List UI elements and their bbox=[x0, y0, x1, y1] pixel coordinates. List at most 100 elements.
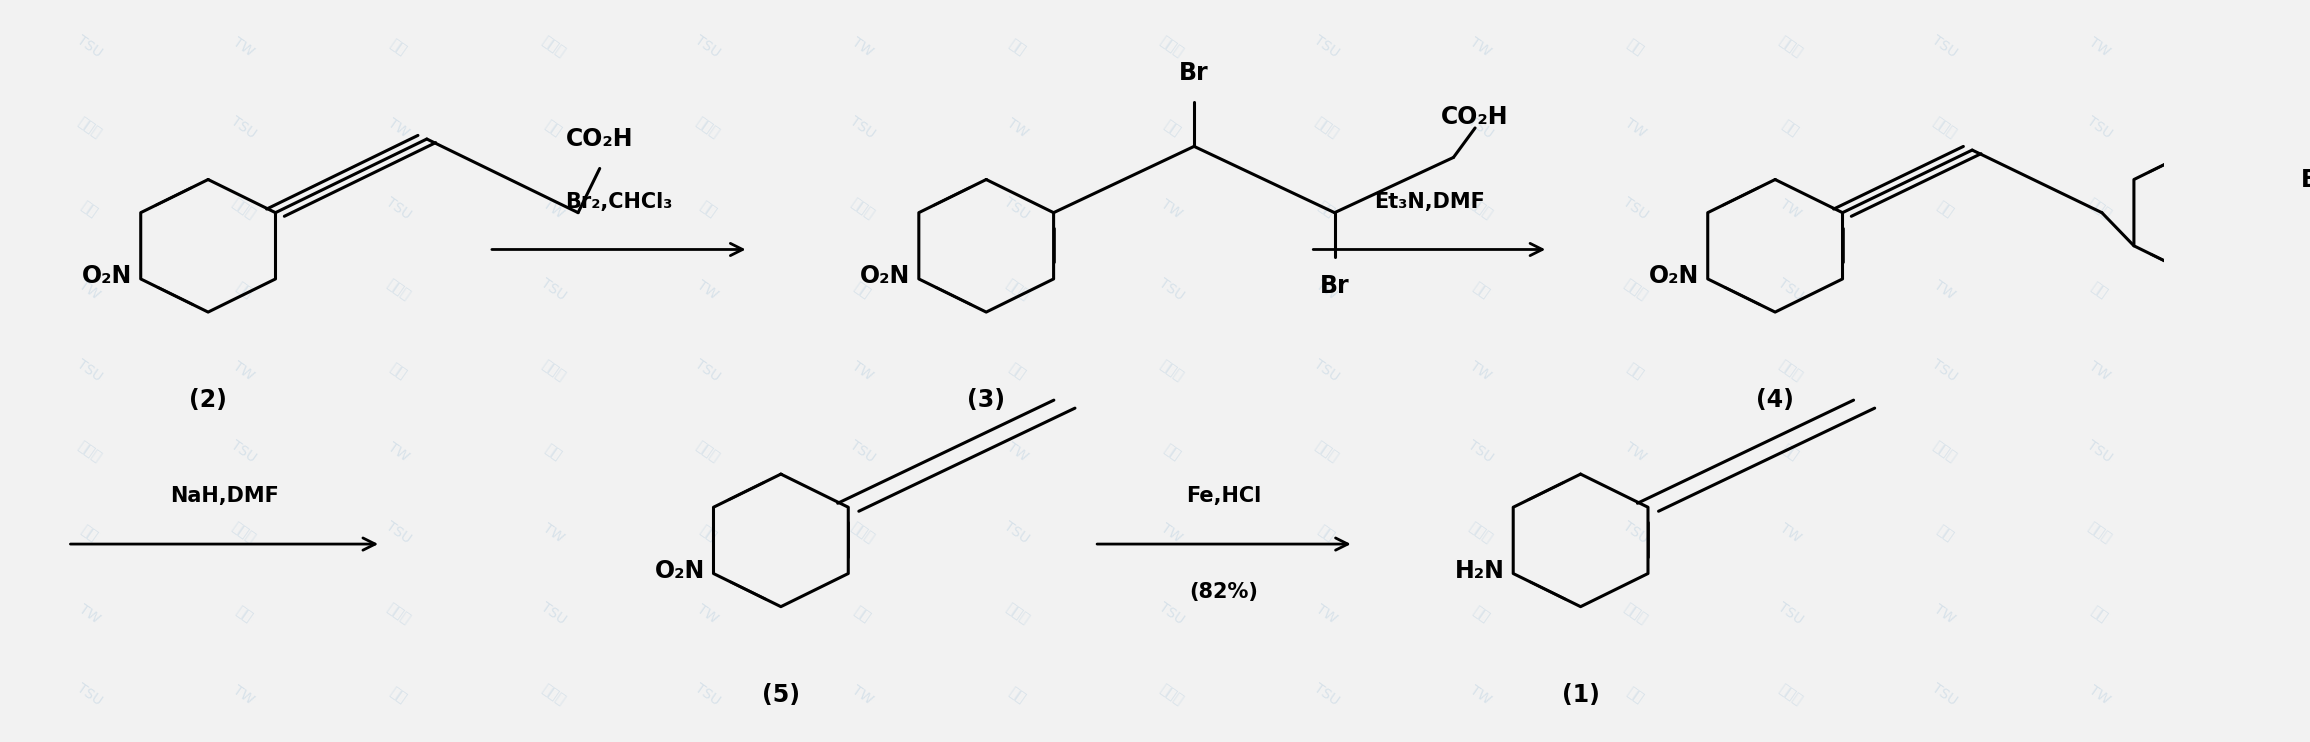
Text: TW: TW bbox=[1622, 440, 1649, 464]
Text: H₂N: H₂N bbox=[1455, 559, 1504, 582]
Text: 医学院: 医学院 bbox=[1467, 520, 1495, 546]
Text: 天山: 天山 bbox=[2088, 603, 2111, 625]
Text: 医学院: 医学院 bbox=[1312, 439, 1340, 465]
Text: TSU: TSU bbox=[1312, 33, 1342, 61]
Text: 天山: 天山 bbox=[543, 441, 564, 462]
Text: TW: TW bbox=[2086, 683, 2111, 707]
Text: 天山: 天山 bbox=[1624, 361, 1647, 381]
Text: 天山: 天山 bbox=[1314, 522, 1337, 544]
Text: Br: Br bbox=[1180, 61, 1208, 85]
Text: 医学院: 医学院 bbox=[1931, 115, 1959, 141]
Text: 医学院: 医学院 bbox=[1776, 682, 1804, 708]
Text: O₂N: O₂N bbox=[1649, 264, 1700, 288]
Text: TW: TW bbox=[850, 683, 875, 707]
Text: 医学院: 医学院 bbox=[1776, 358, 1804, 384]
Text: O₂N: O₂N bbox=[81, 264, 132, 288]
Text: NaH,DMF: NaH,DMF bbox=[171, 486, 280, 506]
Text: 天山: 天山 bbox=[698, 198, 718, 220]
Text: (3): (3) bbox=[968, 389, 1005, 413]
Text: 医学院: 医学院 bbox=[1622, 601, 1649, 627]
Text: 医学院: 医学院 bbox=[229, 520, 259, 546]
Text: 天山: 天山 bbox=[233, 280, 254, 301]
Text: TSU: TSU bbox=[693, 681, 723, 709]
Text: TSU: TSU bbox=[1619, 519, 1652, 547]
Text: 医学院: 医学院 bbox=[1467, 196, 1495, 222]
Text: 天山: 天山 bbox=[698, 522, 718, 544]
Text: 医学院: 医学院 bbox=[1003, 601, 1030, 627]
Text: 天山: 天山 bbox=[1160, 441, 1183, 462]
Text: 医学院: 医学院 bbox=[1003, 277, 1030, 303]
Text: TSU: TSU bbox=[383, 195, 413, 223]
Text: TW: TW bbox=[541, 521, 566, 545]
Text: TSU: TSU bbox=[2084, 439, 2114, 465]
Text: TSU: TSU bbox=[2084, 114, 2114, 142]
Text: 医学院: 医学院 bbox=[1622, 277, 1649, 303]
Text: TW: TW bbox=[1312, 602, 1340, 626]
Text: TSU: TSU bbox=[848, 439, 878, 465]
Text: Et₃N,DMF: Et₃N,DMF bbox=[1374, 191, 1485, 211]
Text: 医学院: 医学院 bbox=[1157, 682, 1185, 708]
Text: TSU: TSU bbox=[1465, 114, 1497, 142]
Text: O₂N: O₂N bbox=[859, 264, 910, 288]
Text: TW: TW bbox=[695, 602, 721, 626]
Text: TW: TW bbox=[76, 602, 102, 626]
Text: TW: TW bbox=[1160, 521, 1185, 545]
Text: 医学院: 医学院 bbox=[383, 277, 413, 303]
Text: TW: TW bbox=[1467, 683, 1495, 707]
Text: TSU: TSU bbox=[1929, 358, 1959, 384]
Text: 天山: 天山 bbox=[852, 603, 873, 625]
Text: Br: Br bbox=[2301, 168, 2310, 191]
Text: 天山: 天山 bbox=[1933, 522, 1957, 544]
Text: 天山: 天山 bbox=[1933, 198, 1957, 220]
Text: TW: TW bbox=[695, 278, 721, 302]
Text: TSU: TSU bbox=[1157, 277, 1187, 303]
Text: (82%): (82%) bbox=[1190, 582, 1259, 602]
Text: TW: TW bbox=[231, 35, 256, 59]
Text: 天山: 天山 bbox=[1469, 280, 1492, 301]
Text: TSU: TSU bbox=[1003, 195, 1033, 223]
Text: TW: TW bbox=[1160, 197, 1185, 221]
Text: TW: TW bbox=[2086, 359, 2111, 383]
Text: TW: TW bbox=[1467, 359, 1495, 383]
Text: TSU: TSU bbox=[383, 519, 413, 547]
Text: TSU: TSU bbox=[1774, 277, 1806, 303]
Text: 医学院: 医学院 bbox=[74, 115, 104, 141]
Text: TSU: TSU bbox=[1929, 33, 1959, 61]
Text: TW: TW bbox=[1931, 278, 1959, 302]
Text: 医学院: 医学院 bbox=[1776, 34, 1804, 60]
Text: TW: TW bbox=[2086, 35, 2111, 59]
Text: TW: TW bbox=[1622, 116, 1649, 140]
Text: (4): (4) bbox=[1756, 389, 1795, 413]
Text: 天山: 天山 bbox=[388, 36, 409, 57]
Text: 天山: 天山 bbox=[543, 117, 564, 139]
Text: TW: TW bbox=[1467, 35, 1495, 59]
Text: 天山: 天山 bbox=[79, 198, 99, 220]
Text: TW: TW bbox=[1776, 521, 1804, 545]
Text: TSU: TSU bbox=[1312, 358, 1342, 384]
Text: 天山: 天山 bbox=[852, 280, 873, 301]
Text: TSU: TSU bbox=[1929, 681, 1959, 709]
Text: 医学院: 医学院 bbox=[693, 439, 723, 465]
Text: 天山: 天山 bbox=[1624, 36, 1647, 57]
Text: (2): (2) bbox=[189, 389, 226, 413]
Text: TW: TW bbox=[1312, 278, 1340, 302]
Text: TSU: TSU bbox=[74, 681, 104, 709]
Text: TSU: TSU bbox=[848, 114, 878, 142]
Text: TSU: TSU bbox=[229, 439, 259, 465]
Text: TW: TW bbox=[850, 35, 875, 59]
Text: 天山: 天山 bbox=[388, 685, 409, 706]
Text: TW: TW bbox=[386, 116, 411, 140]
Text: 医学院: 医学院 bbox=[229, 196, 259, 222]
Text: TSU: TSU bbox=[74, 358, 104, 384]
Text: 天山: 天山 bbox=[1624, 685, 1647, 706]
Text: 医学院: 医学院 bbox=[848, 520, 878, 546]
Text: 天山: 天山 bbox=[1160, 117, 1183, 139]
Text: 医学院: 医学院 bbox=[74, 439, 104, 465]
Text: TSU: TSU bbox=[1003, 519, 1033, 547]
Text: 天山: 天山 bbox=[79, 522, 99, 544]
Text: TSU: TSU bbox=[1312, 681, 1342, 709]
Text: TSU: TSU bbox=[1465, 439, 1497, 465]
Text: TSU: TSU bbox=[74, 33, 104, 61]
Text: TSU: TSU bbox=[538, 600, 568, 628]
Text: 天山: 天山 bbox=[1779, 441, 1802, 462]
